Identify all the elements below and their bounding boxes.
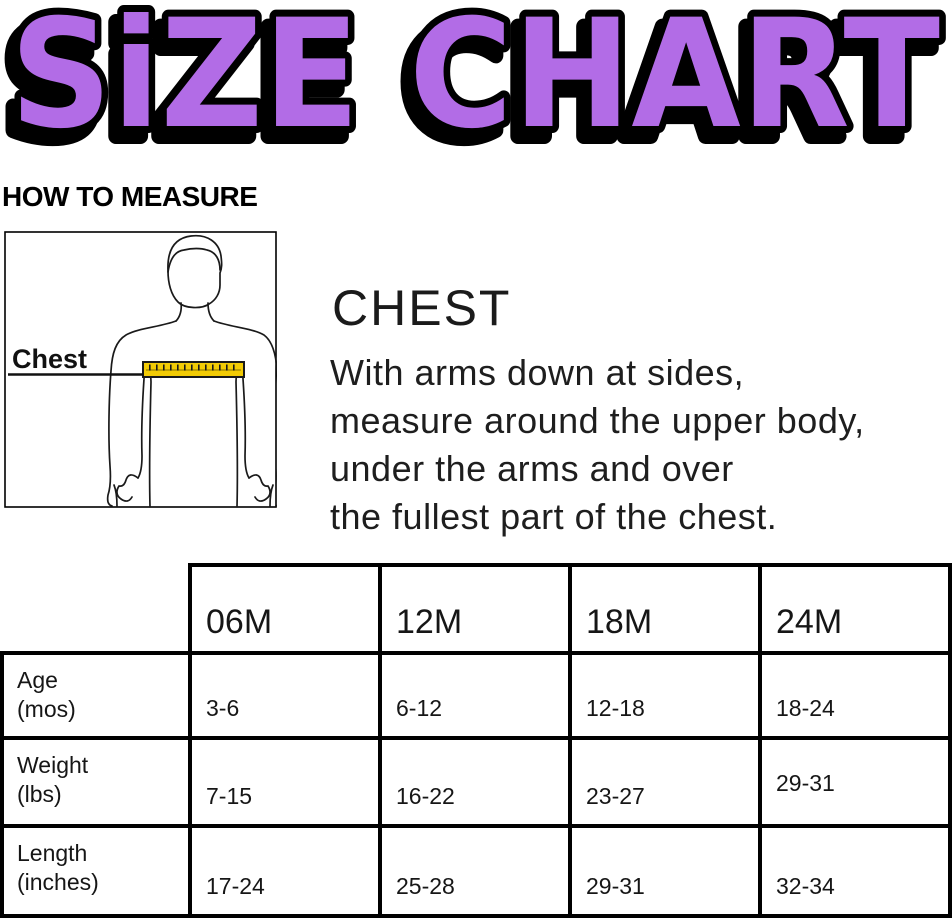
chest-description-line: With arms down at sides, — [330, 352, 745, 393]
cell-weight-06m: 7-15 — [192, 740, 378, 824]
figure-right-inner-arm — [241, 364, 250, 479]
cell-weight-12m: 16-22 — [382, 740, 568, 824]
size-table-body: Age (mos) 3-6 6-12 12-18 18-24 Weight (l… — [0, 651, 952, 918]
row-label-weight: Weight (lbs) — [4, 740, 188, 824]
cell-length-18m: 29-31 — [572, 828, 758, 914]
row-unit-text: (lbs) — [17, 781, 62, 807]
chest-description-section: CHEST With arms down at sides, measure a… — [330, 283, 865, 541]
cell-weight-24m: 29-31 — [762, 740, 948, 824]
figure-left-fingers — [113, 484, 118, 507]
column-header-06m: 06M — [192, 567, 378, 651]
figure-left-hand — [116, 474, 139, 502]
figure-head — [167, 234, 223, 309]
column-header-18m: 18M — [572, 567, 758, 651]
tape-measure — [142, 361, 245, 378]
cell-age-24m: 18-24 — [762, 655, 948, 736]
figure-left-arm — [106, 320, 177, 507]
row-label-text: Age — [17, 667, 58, 693]
figure-hairline — [167, 247, 221, 273]
column-header-12m: 12M — [382, 567, 568, 651]
cell-length-12m: 25-28 — [382, 828, 568, 914]
figure-right-fingers — [269, 484, 274, 507]
row-unit-text: (mos) — [17, 696, 76, 722]
chest-description-heading: CHEST — [332, 280, 512, 336]
figure-left-inner-arm — [137, 364, 146, 479]
size-table-header: 06M 12M 18M 24M — [188, 563, 952, 655]
figure-torso-left — [144, 364, 152, 508]
chest-description-line: measure around the upper body, — [330, 400, 865, 441]
cell-weight-18m: 23-27 — [572, 740, 758, 824]
cell-age-12m: 6-12 — [382, 655, 568, 736]
row-label-text: Length — [17, 840, 88, 866]
chest-description-line: the fullest part of the chest. — [330, 496, 778, 537]
measure-figure: Chest — [4, 231, 277, 508]
row-label-length: Length (inches) — [4, 828, 188, 914]
cell-length-24m: 32-34 — [762, 828, 948, 914]
how-to-measure-heading: HOW TO MEASURE — [2, 181, 258, 212]
page-title-shadow: SiZE CHART — [2, 0, 932, 172]
figure-right-arm — [213, 320, 277, 507]
figure-right-hand — [248, 474, 271, 502]
chest-pointer-label: Chest — [12, 344, 87, 374]
figure-neck-right — [207, 302, 215, 322]
figure-neck — [175, 302, 183, 322]
page-title: SiZE CHART — [10, 0, 940, 162]
row-label-age: Age (mos) — [4, 655, 188, 736]
cell-age-06m: 3-6 — [192, 655, 378, 736]
figure-border — [4, 231, 277, 508]
row-unit-text: (inches) — [17, 869, 99, 895]
cell-length-06m: 17-24 — [192, 828, 378, 914]
chest-description-line: under the arms and over — [330, 448, 734, 489]
page-title-art: SiZE CHART SiZE CHART — [0, 0, 947, 172]
figure-torso-right — [235, 364, 243, 508]
cell-age-18m: 12-18 — [572, 655, 758, 736]
row-label-text: Weight — [17, 752, 89, 778]
column-header-24m: 24M — [762, 567, 948, 651]
